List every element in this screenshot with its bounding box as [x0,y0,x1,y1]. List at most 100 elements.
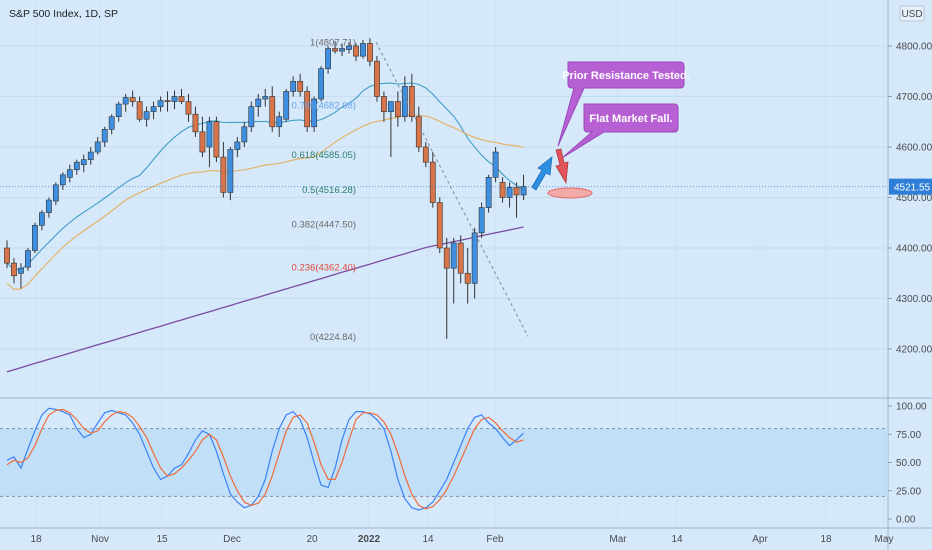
candle-body [199,131,206,153]
candle-body [436,202,443,249]
price-tick-label: 4300.00 [896,294,932,305]
fib-level-label: 0.5(4516.28) [302,185,356,196]
current-price-badge [889,178,932,195]
candle-body [164,100,171,102]
candle-body [25,250,31,268]
price-tick-label: 4200.00 [896,345,932,356]
fib-level-label: 0.618(4585.05) [292,150,356,161]
candle-body [185,101,192,115]
candle-body [506,187,513,198]
stoch-d-line [6,408,524,510]
candle-body [143,111,150,120]
fib-level-label: 0.236(4362.40) [292,262,356,273]
candle-body [192,113,199,133]
candle-body [457,242,464,274]
candle-body [38,212,45,226]
price-tick-label: 4500.00 [896,193,932,204]
target-ellipse [547,187,593,199]
candle-body [52,184,59,202]
candle-body [150,106,157,112]
date-label: 14 [422,534,434,545]
candle-body [220,156,227,193]
price-tick-label: 4700.00 [896,92,932,103]
fib-level-label: 0(4224.84) [310,332,356,343]
candle-body [422,146,429,163]
candle-body [262,96,269,100]
candle-body [94,141,101,153]
stoch-tick-label: 100.00 [896,402,927,413]
candle-body [394,101,401,118]
candle-body [11,262,17,277]
candle-body [59,174,66,186]
candle-body [213,121,220,158]
candle-body [318,68,324,100]
arrow-up-icon [531,156,553,191]
candle-body [101,129,108,143]
candle-body [346,45,352,50]
candle-body [297,81,304,92]
candle-body [429,161,436,203]
ma20-line [6,82,524,271]
candle-body [450,242,457,269]
candle-body [241,126,248,143]
candle-body [325,48,331,70]
candle-body [290,81,297,92]
callout-text: Flat Market Fall. [589,113,672,125]
candle-body [248,106,255,128]
candle-body [108,116,115,130]
callout-text: Prior Resistance Tested. [562,70,690,82]
candle-body [129,97,136,102]
fib-trendline [375,41,529,337]
candle-body [471,232,478,284]
stoch-tick-label: 25.00 [896,486,921,497]
price-tick-label: 4400.00 [896,244,932,255]
candle-body [367,43,373,62]
candle-body [499,182,506,198]
candle-body [206,121,213,148]
date-label: 18 [820,534,832,545]
candle-body [255,98,262,107]
candle-body [171,96,178,102]
stoch-tick-label: 50.00 [896,458,921,469]
fib-level-label: 0.786(4682.98) [292,101,356,112]
date-label: Dec [223,534,241,545]
candle-body [157,100,164,107]
candle-body [18,267,24,274]
candle-body [122,97,129,105]
candle-body [115,103,122,117]
price-axis[interactable]: 4200.00 4300.00 4400.00 4500.00 4600.00 4700.… [0,42,932,526]
stoch-tick-label: 75.00 [896,430,921,441]
candle-body [178,96,185,102]
candle-body [66,169,73,178]
candle-body [136,101,143,120]
candle-body [443,247,450,269]
date-label: 18 [30,534,42,545]
candle-body [408,86,415,118]
fib-labels: 1(4807.71) 0.786(4682.98) 0.618(4585.05) 0.… [292,38,529,343]
price-tick-label: 4600.00 [896,143,932,154]
fib-level-label: 0.382(4447.50) [292,220,356,231]
date-label: 15 [156,534,168,545]
candle-body [227,149,234,193]
chart-title: S&P 500 Index, 1D, SP [9,8,118,20]
candle-body [339,48,345,52]
currency-badge: USD [899,5,925,22]
candle-body [360,43,366,57]
time-axis[interactable]: 18 Nov 15 Dec 20 2022 14 Feb Mar 14 Apr 18 May [30,534,893,545]
fib-level-label: 1(4807.71) [310,38,356,49]
candle-body [415,116,422,148]
price-tick-label: 4800.00 [896,42,932,53]
date-label: Mar [609,534,627,545]
stoch-band [0,428,888,497]
date-label: Apr [752,534,768,545]
candle-body [45,199,52,213]
candle-body [80,159,87,165]
date-label: May [875,534,894,545]
candle-body [283,91,290,120]
candle-body [87,151,94,160]
date-label: 2022 [358,534,381,545]
candle-body [374,60,380,97]
candle-body [332,48,338,52]
